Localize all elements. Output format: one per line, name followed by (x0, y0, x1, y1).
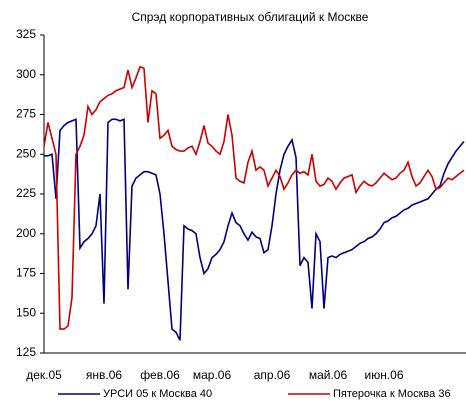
x-tick-label: апр.06 (254, 368, 291, 382)
x-tick-label: янв.06 (86, 368, 123, 382)
legend-label: УРСИ 05 к Москва 40 (103, 388, 212, 400)
series-line (43, 65, 465, 330)
y-tick-label: 225 (16, 186, 36, 200)
y-tick-label: 325 (16, 27, 36, 41)
x-tick-label: май.06 (309, 368, 348, 382)
x-tick-label: мар.06 (193, 368, 232, 382)
legend-label: Пятерочка к Москва 36 (333, 388, 451, 400)
y-tick-label: 175 (16, 266, 36, 280)
y-tick-label: 200 (16, 226, 36, 240)
chart-title: Спрэд корпоративных облигаций к Москве (132, 10, 369, 24)
y-tick-label: 300 (16, 67, 36, 81)
y-tick-label: 250 (16, 146, 36, 160)
x-tick-label: фев.06 (140, 368, 180, 382)
series-line (44, 118, 465, 341)
y-tick-label: 150 (16, 305, 36, 319)
y-tick-label: 275 (16, 107, 36, 121)
y-tick-label: 125 (16, 345, 36, 359)
x-tick-label: июн.06 (364, 368, 403, 382)
x-tick-label: дек.05 (26, 368, 62, 382)
